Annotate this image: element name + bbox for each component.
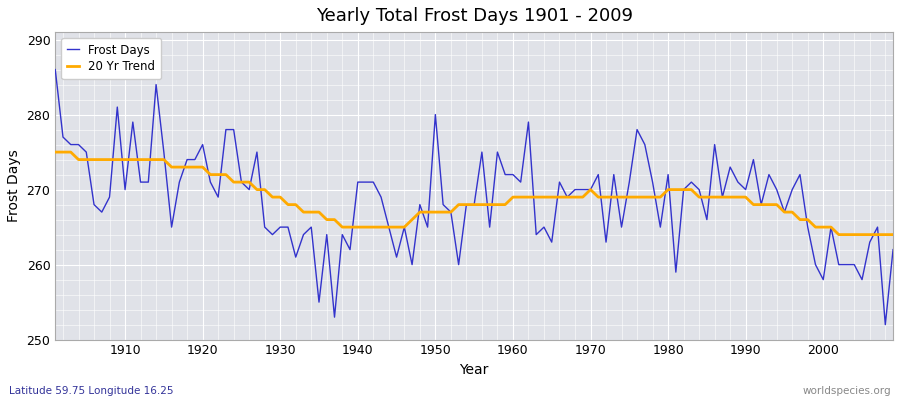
20 Yr Trend — [50, 150, 60, 154]
X-axis label: Year: Year — [460, 363, 489, 377]
20 Yr Trend — [283, 202, 293, 207]
Frost Days — [500, 172, 510, 177]
Frost Days — [50, 67, 60, 72]
20 Yr Trend — [600, 195, 611, 200]
Line: Frost Days: Frost Days — [55, 70, 893, 325]
Text: worldspecies.org: worldspecies.org — [803, 386, 891, 396]
Frost Days — [329, 315, 340, 320]
20 Yr Trend — [112, 157, 122, 162]
20 Yr Trend — [500, 202, 510, 207]
20 Yr Trend — [508, 195, 518, 200]
Frost Days — [600, 240, 611, 244]
Title: Yearly Total Frost Days 1901 - 2009: Yearly Total Frost Days 1901 - 2009 — [316, 7, 633, 25]
Frost Days — [112, 105, 122, 110]
20 Yr Trend — [329, 217, 340, 222]
Frost Days — [283, 225, 293, 230]
Y-axis label: Frost Days: Frost Days — [7, 150, 21, 222]
Legend: Frost Days, 20 Yr Trend: Frost Days, 20 Yr Trend — [61, 38, 161, 79]
Frost Days — [508, 172, 518, 177]
20 Yr Trend — [833, 232, 844, 237]
Frost Days — [887, 247, 898, 252]
Line: 20 Yr Trend: 20 Yr Trend — [55, 152, 893, 235]
Text: Latitude 59.75 Longitude 16.25: Latitude 59.75 Longitude 16.25 — [9, 386, 174, 396]
Frost Days — [880, 322, 891, 327]
20 Yr Trend — [887, 232, 898, 237]
